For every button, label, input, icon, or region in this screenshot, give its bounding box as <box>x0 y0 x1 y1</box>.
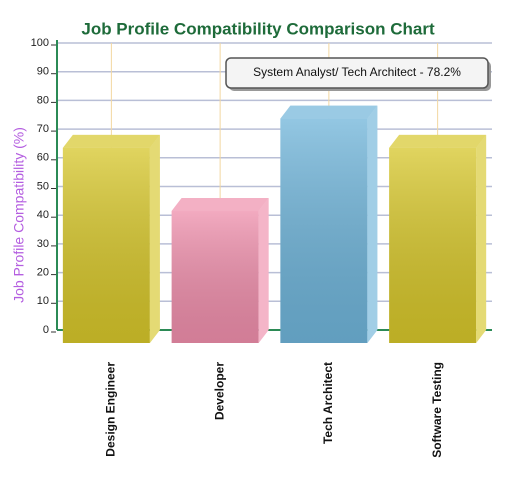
y-tick-label: 80 <box>37 94 49 106</box>
bar-top <box>171 197 269 211</box>
bar-top-light <box>280 105 378 119</box>
y-tick-label: 100 <box>31 37 49 49</box>
y-tick-label: 90 <box>37 66 49 78</box>
y-axis-label: Job Profile Compatibility (%) <box>11 127 27 303</box>
bar-side-dark <box>476 134 487 343</box>
bar-side <box>149 134 160 343</box>
bar-top-light <box>389 134 487 148</box>
y-tick-label: 60 <box>37 152 49 164</box>
bar-top <box>62 134 160 148</box>
x-tick-label: Design Engineer <box>104 362 118 457</box>
x-tick-label: Developer <box>212 362 226 420</box>
bar-shade <box>280 118 368 343</box>
bar-top-light <box>171 197 269 211</box>
bar-side-dark <box>149 134 160 343</box>
y-tick-label: 30 <box>37 238 49 250</box>
y-tick-label: 0 <box>43 324 49 336</box>
bar-top <box>389 134 487 148</box>
x-tick-label: Software Testing <box>430 362 444 458</box>
bar-shade <box>389 147 477 343</box>
annotation: System Analyst/ Tech Architect - 78.2% <box>253 65 461 79</box>
bar <box>62 134 160 343</box>
y-tick-label: 70 <box>37 123 49 135</box>
y-tick-label: 10 <box>37 295 49 307</box>
y-tick-label: 50 <box>37 180 49 192</box>
annotation-box <box>225 57 489 89</box>
bar-side-dark <box>367 105 378 343</box>
bar <box>280 105 378 343</box>
chart-title: Job Profile Compatibility Comparison Cha… <box>81 19 435 38</box>
bar-top <box>280 105 378 119</box>
y-tick-label: 40 <box>37 209 49 221</box>
x-tick-label: Tech Architect <box>321 362 335 444</box>
bar-side <box>476 134 487 343</box>
bar-shade <box>62 147 150 343</box>
y-tick-label: 20 <box>37 267 49 279</box>
bar <box>171 197 269 343</box>
bar-top-light <box>62 134 160 148</box>
bar-side-dark <box>258 197 269 343</box>
bar <box>389 134 487 343</box>
bar-shade <box>171 210 259 343</box>
bar-side <box>258 197 269 343</box>
bar-side <box>367 105 378 343</box>
